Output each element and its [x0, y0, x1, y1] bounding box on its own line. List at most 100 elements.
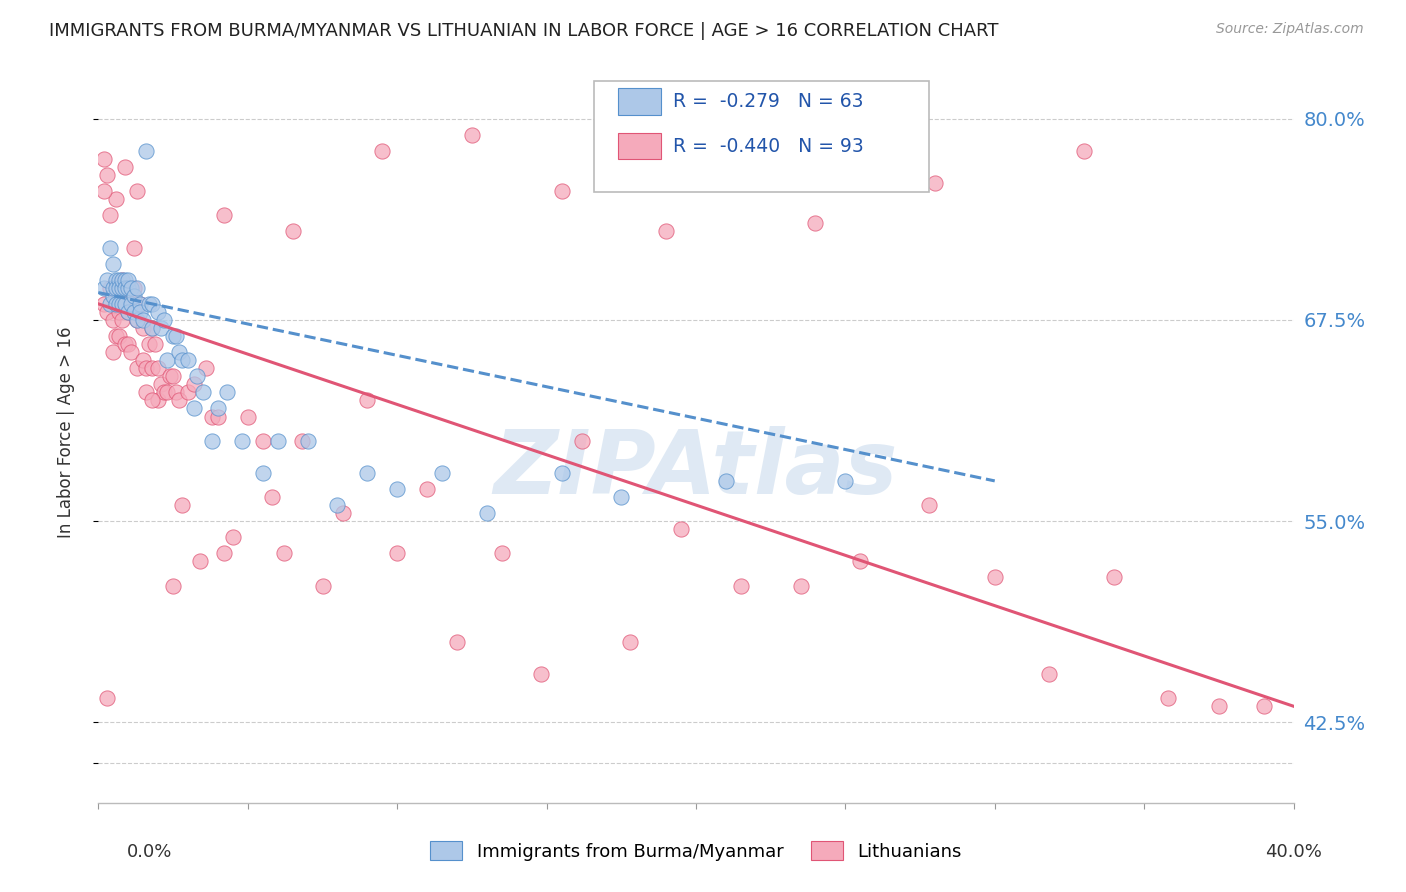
Point	[103, 345, 125, 359]
Point	[222, 530, 245, 544]
Point	[127, 361, 149, 376]
Point	[1104, 570, 1126, 584]
Point	[141, 321, 163, 335]
Point	[96, 691, 118, 706]
Point	[108, 305, 131, 319]
Point	[129, 297, 152, 311]
Text: 40.0%: 40.0%	[1265, 843, 1322, 861]
Point	[371, 144, 394, 158]
Point	[297, 434, 319, 448]
Point	[93, 184, 115, 198]
Point	[117, 305, 139, 319]
Text: R =  -0.440   N = 93: R = -0.440 N = 93	[673, 136, 865, 155]
Point	[141, 361, 163, 376]
FancyBboxPatch shape	[619, 133, 661, 160]
Point	[165, 329, 187, 343]
Point	[150, 377, 173, 392]
Point	[114, 160, 136, 174]
Point	[135, 144, 157, 158]
Point	[124, 281, 146, 295]
Point	[191, 385, 214, 400]
Point	[93, 281, 115, 295]
Point	[281, 224, 304, 238]
Point	[207, 409, 229, 424]
Point	[98, 281, 122, 295]
Point	[730, 578, 752, 592]
Point	[124, 240, 146, 255]
Text: 0.0%: 0.0%	[127, 843, 172, 861]
Text: R =  -0.279   N = 63: R = -0.279 N = 63	[673, 92, 863, 112]
Y-axis label: In Labor Force | Age > 16: In Labor Force | Age > 16	[56, 326, 75, 539]
Point	[177, 353, 200, 368]
Point	[105, 329, 128, 343]
Point	[138, 337, 160, 351]
Point	[153, 313, 176, 327]
Point	[491, 546, 513, 560]
Point	[236, 409, 259, 424]
Point	[165, 385, 187, 400]
Point	[172, 498, 194, 512]
Point	[114, 297, 136, 311]
Point	[114, 337, 136, 351]
Point	[159, 369, 181, 384]
Point	[416, 482, 439, 496]
Point	[111, 281, 134, 295]
Point	[148, 361, 170, 376]
Point	[135, 361, 157, 376]
Point	[156, 353, 179, 368]
Point	[446, 635, 468, 649]
Point	[93, 297, 115, 311]
Point	[105, 273, 128, 287]
Point	[108, 281, 131, 295]
Point	[103, 289, 125, 303]
Point	[162, 329, 184, 343]
Point	[267, 434, 290, 448]
Point	[385, 482, 409, 496]
Point	[356, 466, 378, 480]
Point	[129, 305, 152, 319]
Point	[984, 570, 1007, 584]
Point	[120, 345, 142, 359]
Point	[96, 273, 118, 287]
Point	[212, 208, 235, 222]
Point	[103, 313, 125, 327]
Point	[461, 128, 484, 142]
Point	[148, 393, 170, 408]
Point	[183, 377, 205, 392]
Point	[1253, 699, 1275, 714]
Point	[475, 506, 498, 520]
Point	[550, 466, 572, 480]
Point	[430, 466, 453, 480]
Point	[356, 393, 378, 408]
Point	[111, 297, 134, 311]
Point	[260, 490, 283, 504]
Point	[530, 667, 553, 681]
Point	[195, 361, 218, 376]
Point	[143, 337, 166, 351]
Point	[105, 192, 128, 206]
Text: Source: ZipAtlas.com: Source: ZipAtlas.com	[1216, 22, 1364, 37]
Point	[111, 273, 134, 287]
Point	[714, 474, 737, 488]
Point	[188, 554, 211, 568]
Point	[127, 313, 149, 327]
Point	[117, 337, 139, 351]
Point	[550, 184, 572, 198]
Point	[127, 281, 149, 295]
Point	[108, 329, 131, 343]
Point	[98, 240, 122, 255]
Point	[120, 297, 142, 311]
Point	[117, 281, 139, 295]
Point	[141, 393, 163, 408]
Point	[96, 168, 118, 182]
Point	[153, 385, 176, 400]
Point	[610, 490, 633, 504]
Point	[162, 369, 184, 384]
Point	[669, 522, 692, 536]
Point	[135, 385, 157, 400]
Point	[849, 554, 872, 568]
Point	[252, 466, 274, 480]
Point	[141, 321, 163, 335]
Point	[114, 273, 136, 287]
Point	[655, 224, 678, 238]
